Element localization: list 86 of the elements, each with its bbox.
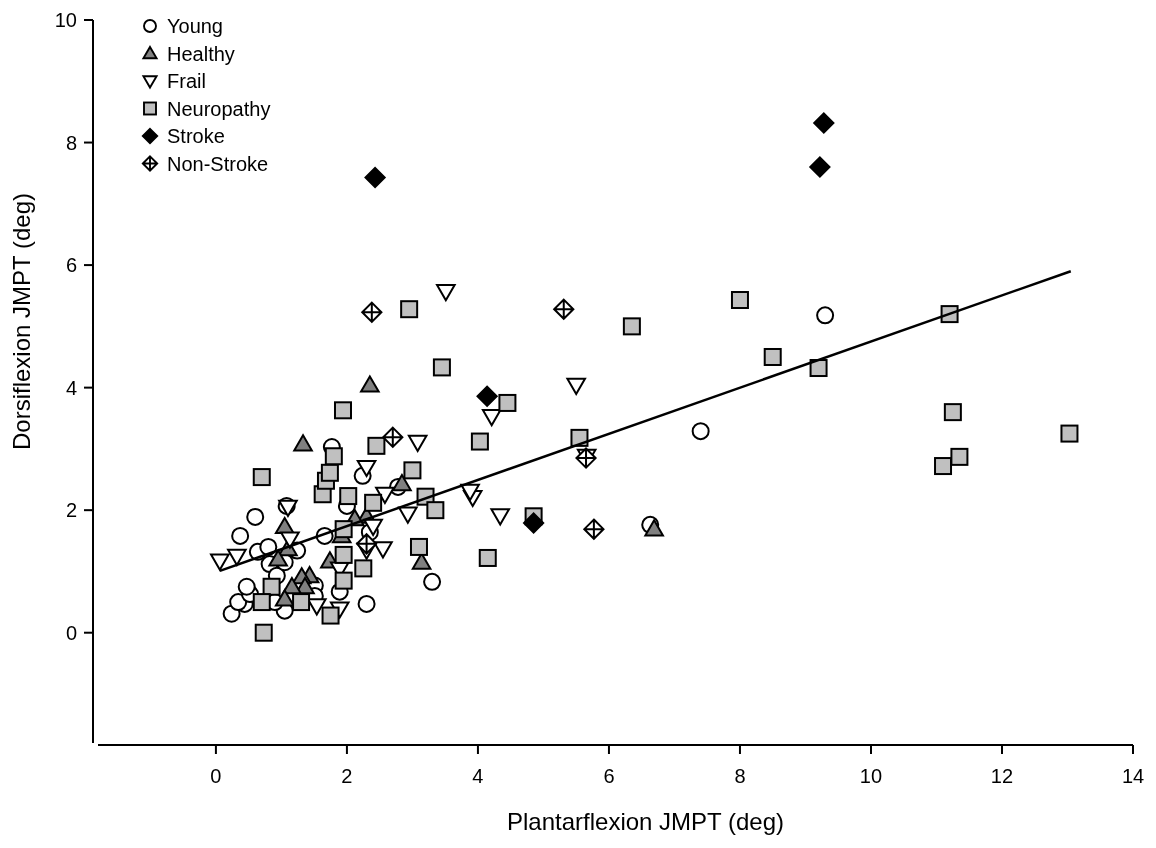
point xyxy=(813,112,835,134)
point xyxy=(478,548,497,567)
y-tick-label: 0 xyxy=(65,621,77,644)
point xyxy=(460,483,480,501)
legend-label: Neuropathy xyxy=(167,97,271,120)
point xyxy=(373,541,393,559)
point xyxy=(262,577,281,596)
point xyxy=(268,549,288,567)
x-tick-label: 12 xyxy=(990,765,1014,787)
legend-label: Young xyxy=(167,15,223,37)
x-tick-label: 14 xyxy=(1121,765,1145,787)
point xyxy=(280,531,300,549)
point xyxy=(227,548,247,566)
point xyxy=(566,377,586,395)
point xyxy=(231,526,250,545)
point xyxy=(432,358,451,377)
point xyxy=(498,393,517,412)
x-tick-label: 10 xyxy=(859,765,883,787)
legend-label: Stroke xyxy=(167,125,225,147)
point xyxy=(254,623,273,642)
point xyxy=(246,507,265,526)
point xyxy=(321,606,340,625)
x-tick-label: 4 xyxy=(472,765,484,787)
point xyxy=(375,486,395,505)
point xyxy=(324,447,343,466)
point xyxy=(934,457,953,476)
x-tick-label: 2 xyxy=(341,765,353,787)
point xyxy=(809,359,828,378)
point xyxy=(354,559,373,578)
point xyxy=(407,434,428,452)
point xyxy=(730,291,749,310)
point xyxy=(210,553,230,571)
point xyxy=(1060,424,1079,443)
point xyxy=(400,300,419,319)
point xyxy=(943,403,962,422)
x-axis-title: Plantarflexion JMPT (deg) xyxy=(506,808,785,835)
point xyxy=(364,166,386,189)
point xyxy=(367,436,386,455)
point xyxy=(644,519,664,537)
point xyxy=(292,593,311,612)
point xyxy=(470,432,489,451)
x-tick-label: 8 xyxy=(734,765,746,787)
point xyxy=(476,385,498,407)
point xyxy=(809,156,831,178)
point xyxy=(334,571,353,590)
point xyxy=(360,375,380,393)
point xyxy=(398,506,418,524)
y-tick-label: 4 xyxy=(65,376,77,399)
x-tick-label: 6 xyxy=(603,765,615,787)
y-tick-label: 2 xyxy=(65,499,77,522)
point xyxy=(403,461,422,480)
point xyxy=(339,487,358,506)
point xyxy=(364,493,383,512)
point xyxy=(481,409,502,427)
y-tick-label: 10 xyxy=(54,9,77,31)
point xyxy=(423,572,442,591)
point xyxy=(426,501,445,520)
x-tick-label: 0 xyxy=(210,765,222,787)
point xyxy=(691,422,710,441)
point xyxy=(252,468,271,487)
y-tick-label: 8 xyxy=(65,131,77,154)
point xyxy=(274,589,295,607)
point xyxy=(363,518,383,536)
legend-label: Healthy xyxy=(167,42,235,65)
point xyxy=(356,459,377,478)
point xyxy=(229,593,248,612)
point xyxy=(950,447,969,466)
point xyxy=(523,512,545,534)
legend-label: Frail xyxy=(167,70,206,92)
y-tick-label: 6 xyxy=(65,254,77,277)
point xyxy=(436,284,456,302)
y-axis-title: Dorsiflexion JMPT (deg) xyxy=(8,193,35,450)
point xyxy=(409,537,428,556)
point xyxy=(490,508,511,526)
point xyxy=(237,577,256,596)
point xyxy=(293,434,313,452)
point xyxy=(816,306,835,325)
legend-label: Non-Stroke xyxy=(167,152,269,175)
point xyxy=(357,594,376,613)
point xyxy=(252,593,271,612)
point xyxy=(334,545,353,564)
point xyxy=(622,317,641,336)
point xyxy=(333,401,352,420)
point xyxy=(763,347,782,366)
point xyxy=(392,474,412,492)
point xyxy=(320,463,339,482)
